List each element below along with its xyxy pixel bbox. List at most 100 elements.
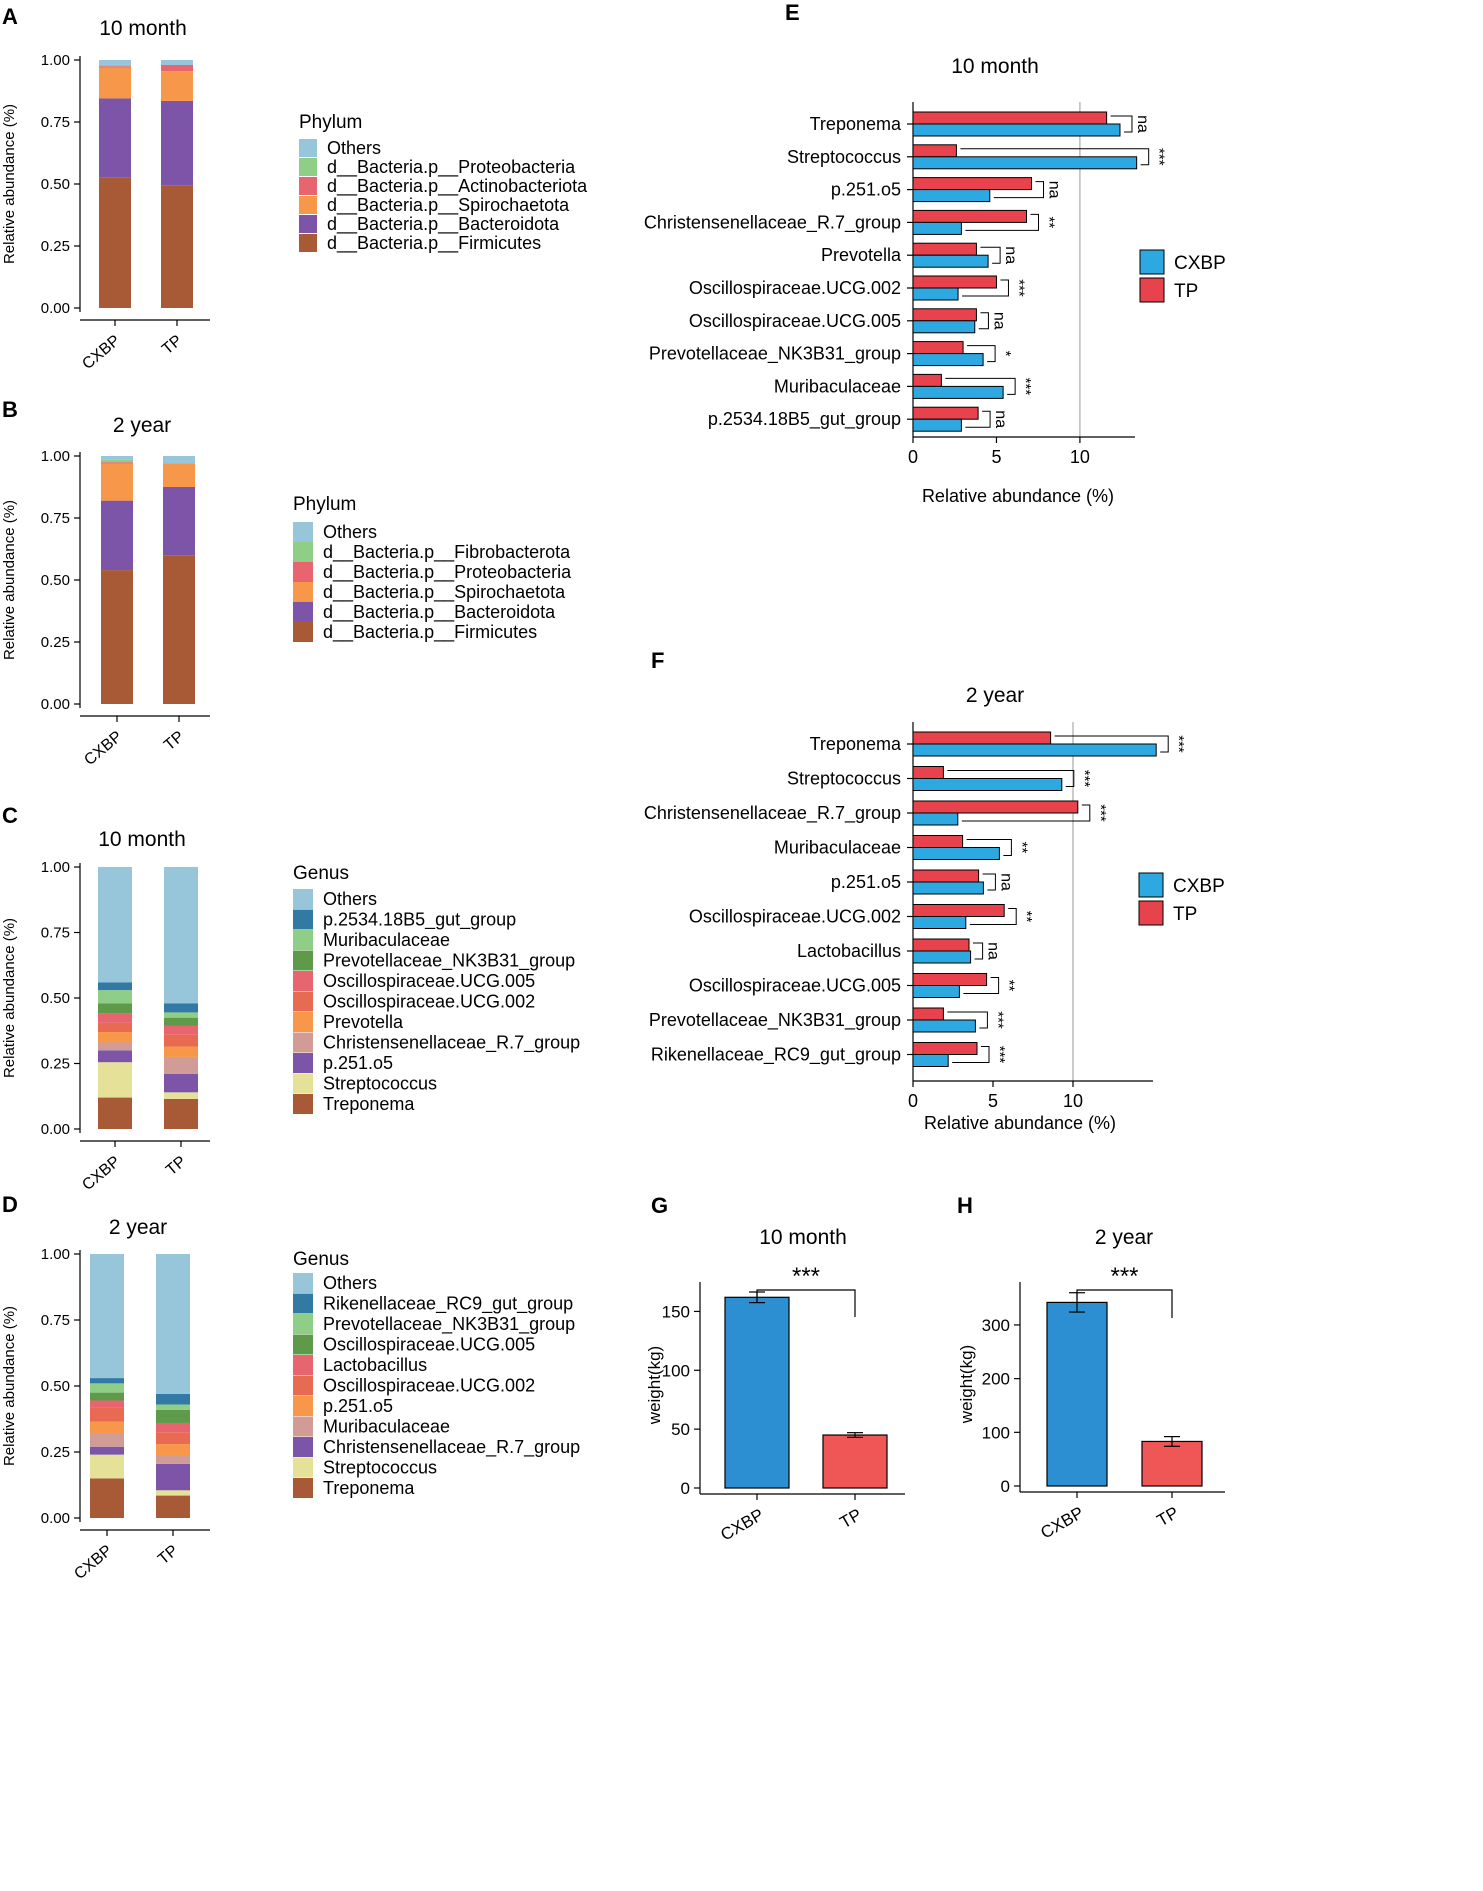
panel-D-y-tick-label: 0.50 [41,1378,70,1395]
panel-A-bar-segment [99,66,131,68]
panel-E-significance-label: na [1046,181,1063,199]
panel-B-x-tick-label: TP [161,728,188,754]
panel-B-bar-segment [101,570,133,704]
panel-D-legend-swatch [293,1375,313,1396]
panel-F-bar-tp [912,869,980,883]
panel-A-legend-label: Others [327,138,381,158]
panel-F-bar-cxbp [912,1019,976,1033]
panel-E-bar-tp [912,275,997,289]
panel-B-legend-label: d__Bacteria.p__Fibrobacterota [323,542,571,563]
panel-A-bar-segment [161,71,193,101]
panel-H-y-tick-label: 100 [982,1423,1010,1442]
panel-D-legend-title: Genus [293,1249,349,1270]
panel-F-significance-bracket [966,839,1012,856]
panel-E-significance-bracket [962,279,1009,297]
panel-F-significance-label: *** [989,1011,1006,1029]
panel-F-bar-tp [912,800,1079,814]
panel-H-bar [1141,1440,1203,1487]
panel-F-significance-bracket [1054,735,1169,753]
panel-A-y-tick-label: 0.75 [41,114,70,131]
panel-E-significance-bracket [978,312,989,330]
panel-E-category-label: Muribaculaceae [774,376,901,396]
panel-C-legend-swatch [293,1032,313,1053]
panel-F-significance-bracket [982,873,996,891]
panel-C-bar-segment [164,1092,198,1099]
panel-D-bar-segment [90,1433,124,1447]
panel-E-x-tick-label: 0 [908,447,918,467]
panel-B-y-tick-label: 0.00 [41,696,70,713]
panel-C-y-axis-label: Relative abundance (%) [1,918,18,1078]
panel-D-bar-segment [156,1404,190,1410]
panel-D-bar-segment [90,1446,124,1455]
panel-F-significance-label: ** [1001,980,1018,992]
panel-B-legend-label: d__Bacteria.p__Proteobacteria [323,562,572,583]
panel-B-bar-segment [163,487,195,556]
panel-C-legend-label: Treponema [323,1094,415,1114]
panel-E-legend-swatch [1139,249,1165,275]
panel-D-x-tick-label: CXBP [71,1542,115,1583]
panel-B-legend-swatch [293,582,313,602]
panel-A-legend-swatch [299,177,317,195]
panel-D-bar-segment [90,1454,124,1479]
panel-E-significance-label: na [992,410,1009,428]
panel-B-legend-label: Others [323,522,377,542]
panel-C-x-tick-label: TP [163,1153,190,1179]
panel-C-bar-segment [164,1073,198,1093]
panel-E-bar-cxbp [912,123,1121,137]
panel-C-legend-label: p.251.o5 [323,1053,393,1073]
panel-C-bar-segment [164,1056,198,1074]
panel-D-y-tick-label: 0.25 [41,1444,70,1461]
panel-F-significance-label: ** [1013,842,1030,854]
panel-B-bar-segment [163,463,195,487]
panel-D-legend-swatch [293,1396,313,1416]
panel-H-y-tick-label: 200 [982,1370,1010,1389]
panel-E-bar-cxbp [912,221,962,235]
panel-E-bar-tp [912,111,1108,125]
panel-letter-H: H [957,1193,973,1218]
panel-D-legend-label: Others [323,1273,377,1293]
panel-E-bar-tp [912,242,977,256]
panel-D-bar-segment [90,1407,124,1422]
panel-G-bar [822,1434,888,1489]
panel-D-bar-segment [156,1409,190,1423]
panel-C-legend-swatch [293,1073,313,1094]
panel-A-legend-label: d__Bacteria.p__Bacteroidota [327,214,560,235]
panel-A-legend-label: d__Bacteria.p__Spirochaetota [327,195,570,216]
panel-E-category-label: p.2534.18B5_gut_group [708,409,901,430]
panel-E-significance-bracket [980,246,1001,264]
panel-D-legend-label: Streptococcus [323,1458,437,1478]
panel-F-significance-label: *** [1092,804,1109,822]
panel-B-legend-label: d__Bacteria.p__Firmicutes [323,622,537,643]
panel-A-x-tick-label: CXBP [79,332,123,373]
panel-G-significance-label: *** [792,1263,820,1290]
panel-C-legend-swatch [293,991,313,1012]
panel-C-legend-label: Muribaculaceae [323,930,450,950]
panel-D-legend-swatch [293,1478,313,1498]
panel-A-legend-label: d__Bacteria.p__Firmicutes [327,233,541,254]
panel-C-y-tick-label: 0.00 [41,1121,70,1138]
panel-E-significance-label: ** [1041,217,1058,229]
panel-D-legend-label: Treponema [323,1478,415,1498]
panel-F-bar-cxbp [912,743,1157,757]
panel-A-bar-segment [99,67,131,99]
panel-E-legend-label: TP [1174,281,1198,302]
panel-F-category-label: Lactobacillus [797,941,901,961]
panel-D-bar-segment [156,1444,190,1456]
panel-C-legend-label: Prevotellaceae_NK3B31_group [323,951,575,972]
panel-D-legend-swatch [293,1314,313,1334]
panel-B-bar-segment [101,463,133,501]
panel-A-legend-title: Phylum [299,112,362,133]
panel-F-bar-tp [912,731,1052,745]
panel-C-bar-segment [98,990,132,1004]
panel-E-bar-cxbp [912,385,1004,399]
panel-D-legend-label: Rikenellaceae_RC9_gut_group [323,1294,573,1315]
panel-F-legend-label: TP [1173,904,1197,925]
panel-A-bar-segment [161,185,193,308]
panel-D-bar-segment [156,1422,190,1433]
panel-B-legend-swatch [293,622,313,642]
panel-D-legend-swatch [293,1293,313,1314]
panel-F-category-label: Christensenellaceae_R.7_group [644,803,901,824]
panel-G-y-tick-label: 0 [681,1479,690,1498]
panel-E-significance-label: na [990,312,1007,330]
